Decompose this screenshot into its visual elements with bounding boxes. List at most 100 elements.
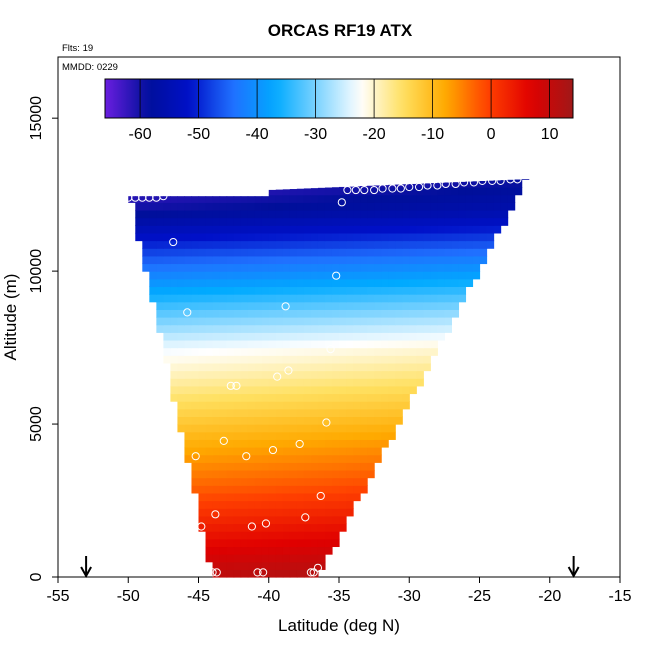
heatmap-cell bbox=[219, 500, 228, 509]
heatmap-cell bbox=[282, 408, 291, 418]
heatmap-cell bbox=[360, 278, 368, 288]
y-axis-label: Altitude (m) bbox=[1, 274, 20, 361]
heatmap-cell bbox=[198, 523, 207, 532]
heatmap-cell bbox=[514, 187, 523, 196]
heatmap-cell bbox=[240, 500, 249, 509]
heatmap-cell bbox=[296, 232, 305, 242]
heatmap-cell bbox=[458, 294, 467, 303]
heatmap-cell bbox=[444, 294, 452, 303]
heatmap-cell bbox=[261, 569, 270, 578]
heatmap-cell bbox=[261, 362, 270, 372]
heatmap-cell bbox=[191, 317, 200, 326]
heatmap-cell bbox=[226, 538, 235, 548]
heatmap-cell bbox=[282, 569, 291, 578]
heatmap-cell bbox=[367, 355, 375, 364]
heatmap-cell bbox=[198, 248, 207, 257]
heatmap-cell bbox=[395, 271, 403, 280]
heatmap-cell bbox=[247, 523, 256, 532]
heatmap-cell bbox=[303, 347, 312, 356]
heatmap-cell bbox=[296, 278, 305, 288]
heatmap-cell bbox=[360, 309, 368, 318]
heatmap-cell bbox=[500, 194, 509, 203]
heatmap-cell bbox=[282, 370, 291, 379]
heatmap-cell bbox=[233, 196, 242, 203]
heatmap-cell bbox=[212, 431, 221, 440]
heatmap-cell bbox=[240, 431, 249, 440]
heatmap-cell bbox=[303, 286, 312, 295]
heatmap-cell bbox=[261, 278, 270, 288]
heatmap-cell bbox=[444, 301, 452, 310]
heatmap-cell bbox=[233, 271, 242, 280]
heatmap-cell bbox=[374, 301, 382, 310]
heatmap-cell bbox=[388, 416, 396, 425]
heatmap-cell bbox=[360, 362, 368, 372]
heatmap-cell bbox=[261, 416, 270, 425]
heatmap-cell bbox=[437, 240, 445, 249]
heatmap-cell bbox=[381, 393, 389, 402]
heatmap-cell bbox=[317, 561, 326, 570]
heatmap-cell bbox=[247, 439, 256, 448]
heatmap-cell bbox=[212, 355, 221, 364]
heatmap-cell bbox=[317, 309, 326, 318]
heatmap-cell bbox=[310, 485, 319, 494]
heatmap-cell bbox=[500, 202, 509, 211]
heatmap-cell bbox=[191, 301, 200, 310]
heatmap-cell bbox=[374, 431, 382, 440]
heatmap-cell bbox=[226, 500, 235, 509]
heatmap-cell bbox=[395, 385, 403, 395]
heatmap-cell bbox=[381, 370, 389, 379]
heatmap-cell bbox=[261, 469, 270, 479]
heatmap-cell bbox=[324, 202, 333, 211]
heatmap-cell bbox=[254, 370, 263, 379]
heatmap-cell bbox=[486, 217, 495, 226]
heatmap-cell bbox=[205, 240, 214, 249]
heatmap-cell bbox=[226, 370, 235, 379]
heatmap-cell bbox=[219, 339, 228, 349]
heatmap-cell bbox=[465, 248, 474, 257]
heatmap-cell bbox=[177, 240, 186, 249]
heatmap-cell bbox=[339, 515, 347, 525]
heatmap-cell bbox=[233, 515, 242, 525]
heatmap-cell bbox=[261, 196, 270, 203]
heatmap-cell bbox=[367, 248, 375, 257]
heatmap-cell bbox=[240, 196, 249, 203]
heatmap-cell bbox=[219, 531, 228, 540]
heatmap-cell bbox=[233, 401, 242, 410]
heatmap-cell bbox=[317, 424, 326, 433]
heatmap-cell bbox=[275, 561, 284, 570]
heatmap-cell bbox=[395, 408, 403, 418]
heatmap-cell bbox=[163, 347, 172, 356]
heatmap-cell bbox=[430, 202, 438, 211]
heatmap-cell bbox=[423, 183, 431, 188]
heatmap-cell bbox=[303, 439, 312, 448]
heatmap-cell bbox=[177, 309, 186, 318]
heatmap-cell bbox=[163, 202, 172, 211]
heatmap-cell bbox=[331, 202, 340, 211]
heatmap-cell bbox=[324, 515, 333, 525]
heatmap-cell bbox=[184, 416, 193, 425]
heatmap-cell bbox=[205, 378, 214, 387]
heatmap-cell bbox=[493, 194, 502, 203]
heatmap-cell bbox=[268, 477, 277, 486]
heatmap-cell bbox=[296, 508, 305, 517]
marker-arrowhead bbox=[567, 566, 580, 579]
heatmap-cell bbox=[177, 362, 186, 372]
heatmap-cell bbox=[353, 416, 361, 425]
heatmap-cell bbox=[353, 370, 361, 379]
heatmap-cell bbox=[507, 187, 516, 196]
sample-point bbox=[247, 522, 256, 531]
heatmap-cell bbox=[331, 431, 340, 440]
heatmap-cell bbox=[303, 271, 312, 280]
heatmap-cell bbox=[346, 385, 354, 395]
heatmap-cell bbox=[310, 500, 319, 509]
heatmap-cell bbox=[317, 447, 326, 456]
heatmap-cell bbox=[275, 309, 284, 318]
heatmap-cell bbox=[233, 332, 242, 341]
heatmap-cell bbox=[339, 424, 347, 433]
heatmap-cell bbox=[444, 309, 452, 318]
heatmap-cell bbox=[212, 531, 221, 540]
heatmap-cell bbox=[275, 401, 284, 410]
heatmap-cell bbox=[409, 278, 417, 288]
